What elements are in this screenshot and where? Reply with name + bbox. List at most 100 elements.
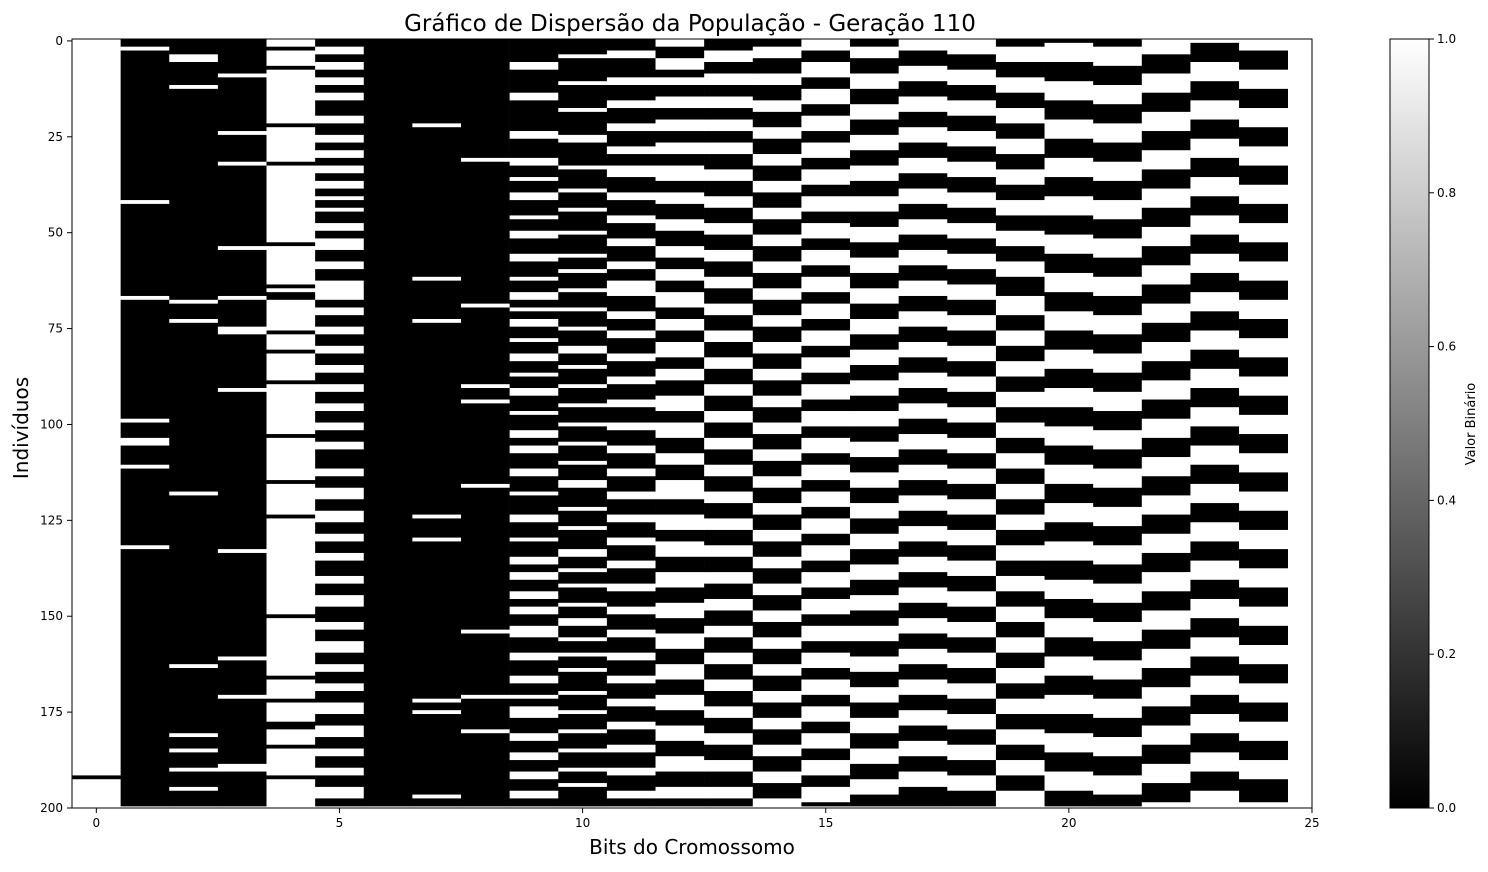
- heatmap-cell: [606, 100, 656, 109]
- heatmap-cell: [850, 564, 899, 581]
- heatmap-cell: [1093, 506, 1143, 527]
- heatmap-cell: [1093, 200, 1143, 220]
- heatmap-cell: [1239, 127, 1288, 147]
- heatmap-cell: [169, 495, 219, 665]
- heatmap-cell: [655, 119, 705, 132]
- heatmap-cell: [509, 338, 559, 343]
- heatmap-cell: [606, 338, 656, 354]
- heatmap-cell: [898, 541, 948, 558]
- heatmap-cell: [509, 614, 559, 627]
- heatmap-cell: [315, 575, 365, 584]
- heatmap-cell: [752, 798, 802, 807]
- heatmap-cell: [1093, 717, 1143, 738]
- heatmap-cell: [704, 437, 754, 450]
- heatmap-cell: [315, 487, 365, 500]
- x-tick-label: 5: [336, 816, 344, 830]
- heatmap-cell: [801, 694, 851, 707]
- heatmap-cell: [606, 246, 656, 262]
- heatmap-cell: [169, 737, 219, 749]
- heatmap-cell: [169, 39, 219, 55]
- heatmap-cell: [509, 733, 559, 742]
- heatmap-cell: [606, 177, 656, 193]
- heatmap-cell: [509, 760, 559, 772]
- heatmap-cell: [217, 39, 267, 74]
- heatmap-cell: [898, 756, 948, 772]
- heatmap-cell: [850, 288, 899, 304]
- heatmap-cell: [266, 50, 316, 67]
- heatmap-cell: [1190, 426, 1240, 446]
- heatmap-cell: [801, 518, 851, 535]
- heatmap-cell: [752, 503, 802, 515]
- heatmap-cell: [509, 372, 559, 377]
- heatmap-cell: [655, 142, 705, 155]
- heatmap-cell: [850, 411, 899, 427]
- heatmap-cell: [704, 491, 754, 504]
- heatmap-cell: [1141, 418, 1191, 439]
- heatmap-cell: [558, 526, 608, 531]
- heatmap-cell: [217, 246, 267, 251]
- heatmap-cell: [315, 430, 365, 443]
- heatmap-cell: [509, 495, 559, 515]
- heatmap-cell: [1190, 445, 1240, 466]
- heatmap-cell: [704, 476, 754, 492]
- heatmap-cell: [315, 142, 365, 151]
- heatmap-cell: [995, 637, 1045, 653]
- heatmap-cell: [1044, 157, 1094, 178]
- heatmap-cell: [1093, 46, 1143, 67]
- heatmap-cell: [704, 142, 754, 155]
- heatmap-cell: [1141, 572, 1191, 592]
- heatmap-cell: [995, 529, 1045, 546]
- heatmap-cell: [1190, 522, 1240, 542]
- heatmap-cell: [801, 345, 851, 358]
- heatmap-cell: [461, 483, 510, 489]
- heatmap-cell: [947, 775, 997, 792]
- heatmap-cell: [752, 326, 802, 343]
- heatmap-cell: [461, 307, 510, 385]
- heatmap-cell: [801, 453, 851, 466]
- heatmap-cell: [655, 411, 705, 423]
- heatmap-cell: [850, 119, 899, 136]
- y-tick-label: 0: [55, 34, 63, 48]
- heatmap-cell: [1044, 771, 1094, 792]
- heatmap-cell: [509, 411, 559, 416]
- heatmap-cell: [752, 556, 802, 569]
- heatmap-cell: [752, 407, 802, 423]
- heatmap-cell: [704, 652, 754, 665]
- heatmap-cell: [558, 407, 608, 423]
- heatmap-cell: [1190, 771, 1240, 792]
- heatmap-cell: [655, 77, 705, 86]
- heatmap-cell: [509, 253, 559, 262]
- heatmap-cell: [217, 249, 267, 297]
- heatmap-cell: [266, 242, 316, 247]
- heatmap-cell: [995, 154, 1045, 170]
- heatmap-cell: [1239, 88, 1288, 109]
- heatmap-cell: [606, 614, 656, 630]
- heatmap-cell: [606, 399, 656, 408]
- heatmap-cell: [1190, 119, 1240, 140]
- heatmap-cell: [461, 161, 510, 304]
- heatmap-cell: [655, 58, 705, 70]
- heatmap-cell: [315, 468, 365, 477]
- heatmap-cell: [1190, 100, 1240, 120]
- heatmap-cell: [217, 763, 267, 772]
- heatmap-cell: [558, 656, 608, 669]
- heatmap-cell: [752, 154, 802, 166]
- heatmap-cell: [509, 625, 559, 638]
- heatmap-cell: [558, 464, 608, 481]
- heatmap-cell: [315, 157, 365, 166]
- heatmap-cell: [558, 272, 608, 289]
- heatmap-cell: [315, 180, 365, 189]
- heatmap-cell: [1190, 733, 1240, 753]
- heatmap-cell: [704, 798, 754, 807]
- heatmap-cell: [120, 39, 170, 47]
- heatmap-cell: [752, 39, 802, 47]
- colorbar-tick-label: 1.0: [1437, 32, 1456, 46]
- heatmap-cell: [947, 345, 997, 362]
- heatmap-cell: [266, 744, 316, 749]
- heatmap-cell: [850, 242, 899, 258]
- heatmap-cell: [704, 422, 754, 439]
- heatmap-cell: [72, 779, 121, 807]
- heatmap-cell: [315, 307, 365, 316]
- heatmap-cell: [606, 318, 656, 331]
- heatmap-cell: [1239, 203, 1288, 224]
